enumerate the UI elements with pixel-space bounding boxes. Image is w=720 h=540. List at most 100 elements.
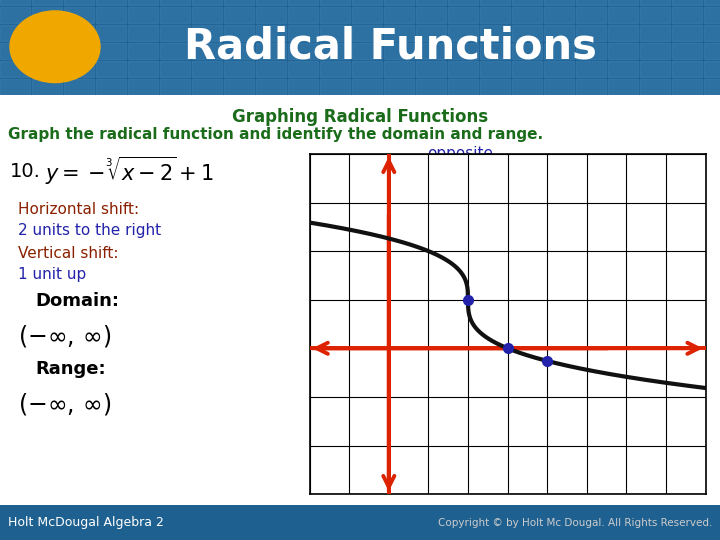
Bar: [32, 43, 62, 59]
Bar: [256, 43, 286, 59]
Bar: [544, 43, 574, 59]
Bar: [416, 25, 446, 41]
Bar: [64, 79, 94, 94]
Bar: [128, 43, 158, 59]
Bar: [288, 43, 318, 59]
Bar: [576, 60, 606, 77]
Bar: [608, 7, 638, 23]
Bar: [480, 43, 510, 59]
Bar: [128, 25, 158, 41]
Bar: [192, 0, 222, 5]
Bar: [640, 0, 670, 5]
Bar: [0, 7, 30, 23]
Bar: [576, 43, 606, 59]
Bar: [480, 60, 510, 77]
Bar: [0, 0, 30, 5]
Bar: [128, 79, 158, 94]
Bar: [384, 25, 414, 41]
Bar: [672, 25, 702, 41]
Bar: [416, 7, 446, 23]
Bar: [256, 25, 286, 41]
Bar: [224, 60, 254, 77]
Text: 2 units to the right: 2 units to the right: [18, 223, 161, 238]
Bar: [64, 7, 94, 23]
Bar: [160, 25, 190, 41]
Bar: [512, 0, 542, 5]
Bar: [640, 7, 670, 23]
Bar: [96, 0, 126, 5]
Bar: [64, 60, 94, 77]
Bar: [384, 79, 414, 94]
Bar: [480, 79, 510, 94]
Bar: [96, 79, 126, 94]
Bar: [256, 79, 286, 94]
Bar: [224, 0, 254, 5]
Bar: [704, 79, 720, 94]
Bar: [160, 60, 190, 77]
Bar: [32, 79, 62, 94]
Bar: [352, 79, 382, 94]
Bar: [448, 7, 478, 23]
Bar: [224, 43, 254, 59]
Bar: [64, 25, 94, 41]
Bar: [608, 60, 638, 77]
Bar: [704, 25, 720, 41]
Bar: [416, 60, 446, 77]
Bar: [576, 25, 606, 41]
Bar: [224, 25, 254, 41]
Bar: [160, 43, 190, 59]
Bar: [0, 60, 30, 77]
Bar: [480, 0, 510, 5]
Bar: [512, 60, 542, 77]
Bar: [224, 79, 254, 94]
Bar: [640, 79, 670, 94]
Bar: [192, 60, 222, 77]
Bar: [608, 0, 638, 5]
Bar: [640, 25, 670, 41]
Bar: [672, 79, 702, 94]
Bar: [96, 25, 126, 41]
Bar: [288, 7, 318, 23]
Bar: [288, 60, 318, 77]
Bar: [352, 7, 382, 23]
Bar: [480, 7, 510, 23]
Bar: [704, 0, 720, 5]
Bar: [288, 25, 318, 41]
Bar: [320, 25, 350, 41]
Bar: [192, 25, 222, 41]
Bar: [224, 7, 254, 23]
Bar: [608, 79, 638, 94]
Bar: [96, 43, 126, 59]
Bar: [320, 0, 350, 5]
Bar: [96, 60, 126, 77]
Bar: [416, 43, 446, 59]
Bar: [256, 0, 286, 5]
Text: $\left(-\infty,\,\infty\right)$: $\left(-\infty,\,\infty\right)$: [18, 391, 112, 417]
Text: $y = -\!\sqrt[3]{x-2}+1$: $y = -\!\sqrt[3]{x-2}+1$: [45, 155, 214, 187]
Bar: [384, 7, 414, 23]
Bar: [416, 0, 446, 5]
Bar: [544, 79, 574, 94]
Bar: [704, 7, 720, 23]
Bar: [256, 60, 286, 77]
Bar: [352, 0, 382, 5]
Bar: [544, 0, 574, 5]
Bar: [608, 43, 638, 59]
Bar: [448, 0, 478, 5]
Bar: [32, 25, 62, 41]
Bar: [320, 43, 350, 59]
Text: Range:: Range:: [35, 360, 106, 379]
Bar: [160, 7, 190, 23]
Bar: [704, 60, 720, 77]
Bar: [608, 25, 638, 41]
Bar: [288, 0, 318, 5]
Text: 10.: 10.: [10, 161, 41, 181]
Bar: [544, 60, 574, 77]
Bar: [384, 43, 414, 59]
Bar: [448, 43, 478, 59]
Bar: [192, 43, 222, 59]
Bar: [576, 0, 606, 5]
Text: Domain:: Domain:: [35, 292, 119, 310]
Bar: [640, 43, 670, 59]
Text: Copyright © by Holt Mc Dougal. All Rights Reserved.: Copyright © by Holt Mc Dougal. All Right…: [438, 518, 712, 528]
